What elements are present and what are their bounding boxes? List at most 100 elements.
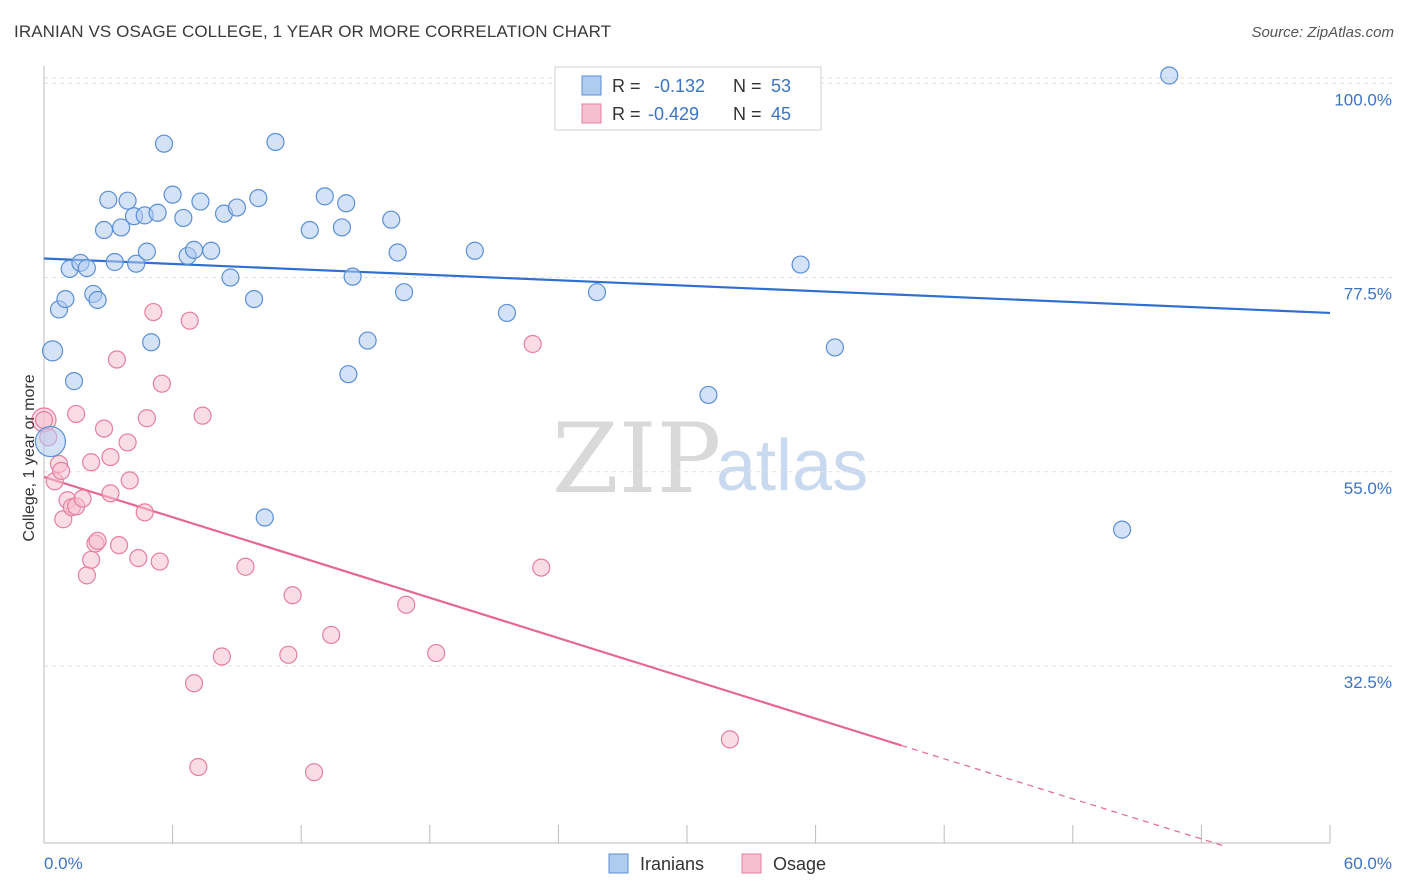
point-iranians [587,283,607,302]
point-osage [135,503,154,522]
point-iranians [227,198,246,217]
trendlines [43,257,1331,847]
legend-stats: R = -0.132 N = 53 R = -0.429 N = 45 [554,66,822,131]
point-osage [236,557,255,576]
point-iranians [191,192,210,211]
point-iranians [339,365,358,384]
point-iranians [88,290,107,310]
point-iranians [358,331,377,350]
legend-iranians-r-label: R = [612,76,641,96]
point-osage [212,647,231,666]
watermark-zip: ZIP [552,403,721,515]
point-osage [283,586,302,605]
point-osage [118,433,137,452]
point-iranians [382,210,401,229]
point-osage [129,548,148,568]
point-osage [150,552,169,571]
point-osage [101,447,120,467]
point-iranians [332,218,352,237]
point-iranians [41,340,64,362]
point-osage [397,595,416,614]
point-iranians [343,267,362,286]
point-iranians [337,194,356,213]
y-tick-label: 77.5% [1344,285,1392,304]
point-iranians [174,208,193,228]
point-osage [73,489,92,508]
point-iranians [99,190,118,209]
point-iranians [137,242,156,261]
point-iranians [105,252,124,272]
point-iranians [1112,520,1132,539]
point-iranians [163,185,182,204]
legend-osage-swatch [581,103,602,124]
point-osage [120,471,139,490]
point-iranians [154,134,174,153]
legend-bottom-osage-swatch[interactable] [741,853,762,874]
point-iranians [184,240,204,259]
point-osage [144,302,163,322]
point-osage [109,536,129,555]
point-iranians [791,255,810,274]
point-iranians [142,333,161,352]
point-iranians [497,303,517,323]
point-iranians [221,268,240,287]
point-iranians [77,258,96,278]
point-iranians [255,508,274,527]
point-osage [720,730,739,749]
point-osage [152,374,171,393]
point-osage [77,566,96,585]
legend-osage-r-value: -0.429 [648,104,699,124]
trendline-osage-extrapolated [901,744,1224,847]
point-iranians [34,425,67,458]
point-osage [523,334,542,354]
y-axis-label: College, 1 year or more [21,374,38,541]
point-osage [532,558,551,577]
point-iranians [300,220,319,240]
point-iranians [202,241,221,260]
point-iranians [1160,66,1179,85]
point-iranians [266,132,285,152]
legend-bottom-osage-label[interactable]: Osage [773,854,826,874]
legend-iranians-n-label: N = [733,76,762,96]
point-iranians [825,338,844,357]
point-iranians [465,241,484,260]
point-iranians [94,220,114,240]
x-tick-label-min: 0.0% [44,854,83,873]
point-osage [137,409,156,428]
point-osage [101,484,120,503]
point-iranians [388,243,407,262]
trendline-iranians [43,257,1331,315]
legend-osage-n-value: 45 [771,104,791,124]
trendline-osage [43,475,902,747]
point-osage [322,625,341,645]
point-osage [189,757,208,777]
point-osage [304,763,324,782]
point-osage [107,350,126,369]
legend-iranians-r-value: -0.132 [654,76,705,96]
point-iranians [127,254,146,273]
legend-bottom-iranians-label[interactable]: Iranians [640,854,704,874]
point-osage [180,311,199,330]
point-osage [88,531,107,550]
point-osage [82,550,101,569]
y-tick-label: 100.0% [1334,90,1392,109]
point-iranians [56,290,75,309]
grid: 100.0% 77.5% 55.0% 32.5% [44,77,1392,692]
point-iranians [118,191,137,210]
point-osage [193,406,212,425]
legend-bottom-iranians-swatch[interactable] [608,853,629,874]
point-iranians [249,188,268,208]
points [31,66,1179,782]
point-osage [279,645,298,664]
point-iranians [112,218,131,237]
legend-osage-r-label: R = [612,104,641,124]
y-tick-label: 55.0% [1344,479,1392,498]
legend-iranians-swatch [581,75,602,96]
point-osage [94,419,114,438]
point-iranians [64,372,84,391]
source-credit: Source: ZipAtlas.com [1251,24,1394,41]
point-osage [427,643,446,663]
point-osage [67,404,86,424]
point-iranians [244,290,264,309]
